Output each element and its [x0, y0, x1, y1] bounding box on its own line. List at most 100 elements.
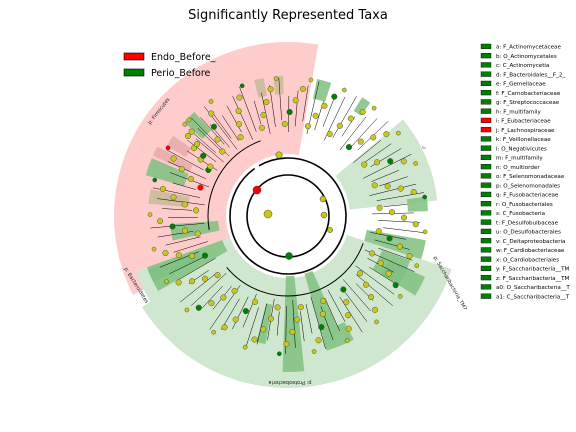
- node-key-0: [252, 185, 262, 195]
- tree-node-105: [201, 252, 208, 259]
- branch-22: [348, 118, 378, 150]
- tree-node-2: [190, 145, 197, 152]
- tree-node-40: [361, 161, 368, 168]
- tree-node-94: [211, 329, 216, 335]
- tree-node-51: [388, 209, 395, 216]
- tree-node-128: [188, 128, 195, 135]
- tree-node-60: [369, 250, 376, 257]
- key-label-10: k: F_Veillonellaceae: [496, 137, 551, 143]
- branch-59: [245, 307, 259, 348]
- branch-58: [256, 303, 268, 345]
- class-arc-proteobacteria: [226, 243, 364, 297]
- branch-53: [300, 311, 305, 341]
- key-label-11: l: O_Negativicutes: [496, 146, 547, 152]
- tree-node-103: [175, 279, 182, 286]
- tree-node-7: [210, 123, 217, 130]
- branch-31: [376, 192, 425, 201]
- key-swatch-20: [480, 228, 492, 235]
- tree-node-127: [193, 141, 200, 148]
- branch-27: [362, 153, 412, 179]
- tree-node-83: [283, 340, 290, 347]
- legend-label-endo: Endo_Before_: [151, 52, 216, 63]
- key-label-14: o: F_Selenomonadaceae: [496, 174, 565, 180]
- key-swatch-27: [480, 293, 492, 299]
- key-swatch-24: [480, 265, 492, 272]
- tree-node-11: [236, 121, 243, 128]
- tree-node-93: [221, 324, 228, 331]
- tree-node-33: [359, 109, 366, 116]
- tree-node-75: [320, 297, 327, 304]
- tree-node-85: [274, 304, 281, 311]
- branch-19: [332, 96, 357, 139]
- key-label-3: d: F_Bacteroidales__F_2_: [496, 72, 565, 78]
- branch-11: [278, 78, 282, 121]
- key-swatch-25: [480, 275, 492, 281]
- tree-node-61: [377, 260, 384, 267]
- tree-node-55: [375, 228, 382, 235]
- tree-node-101: [202, 275, 209, 282]
- tree-node-58: [406, 252, 413, 259]
- tree-node-114: [147, 212, 153, 217]
- tree-node-126: [200, 152, 207, 159]
- key-swatch-21: [480, 238, 492, 244]
- clade-band-15: [353, 97, 371, 116]
- tree-node-47: [397, 185, 404, 192]
- tree-node-59: [414, 263, 420, 268]
- key-label-15: p: O_Selenomonadales: [496, 183, 560, 189]
- tree-node-67: [368, 294, 375, 301]
- branch-45: [342, 279, 371, 312]
- key-label-20: u: O_Desulfobacterales: [496, 230, 561, 236]
- branch-61: [232, 296, 249, 330]
- tree-node-72: [345, 312, 352, 319]
- branch-29: [379, 176, 408, 187]
- branch-30: [369, 183, 417, 196]
- clade-band-6: [170, 220, 220, 241]
- key-label-4: e: F_Gemellaceae: [496, 82, 546, 88]
- tree-node-98: [195, 304, 202, 311]
- branch-24: [352, 139, 382, 164]
- tree-node-91: [242, 308, 249, 315]
- firmicutes-sector: [113, 41, 319, 295]
- branch-56: [276, 311, 280, 336]
- key-label-0: a: F_Actinomycetaceae: [496, 45, 561, 51]
- tree-node-22: [292, 97, 299, 104]
- tree-node-90: [252, 298, 259, 305]
- clade-band-13: [364, 229, 426, 260]
- tree-node-14: [239, 83, 245, 89]
- key-swatch-22: [480, 247, 492, 253]
- tree-node-46: [384, 183, 391, 190]
- branch-51: [310, 296, 326, 349]
- branch-25: [361, 143, 392, 165]
- branch-77: [162, 208, 193, 211]
- key-label-19: t: F_Desulfobulbaceae: [496, 220, 559, 226]
- tree-node-32: [347, 115, 354, 122]
- key-swatch-9: [480, 127, 492, 133]
- node-key-4: [320, 211, 328, 219]
- branch-73: [165, 236, 201, 246]
- key-swatch-18: [480, 210, 492, 216]
- key-label-6: g: F_Streptococcaceae: [496, 100, 560, 106]
- key-label-9: j: F_Lachnospiraceae: [495, 128, 555, 134]
- clade-band-12: [256, 303, 273, 345]
- tree-node-25: [304, 123, 311, 130]
- branch-34: [377, 220, 420, 223]
- tree-node-63: [392, 282, 399, 289]
- tree-node-97: [208, 300, 215, 307]
- tree-node-31: [336, 122, 343, 129]
- tree-node-26: [312, 112, 319, 119]
- tree-node-9: [208, 99, 214, 104]
- tree-node-106: [188, 252, 195, 259]
- key-label-21: v: C_Deltaproteobacteria: [496, 239, 565, 245]
- tree-node-10: [237, 134, 244, 141]
- tree-node-37: [370, 134, 377, 141]
- tree-node-27: [321, 102, 328, 109]
- branch-8: [253, 100, 262, 124]
- tree-node-20: [281, 121, 288, 128]
- branch-89: [213, 114, 232, 139]
- tree-node-76: [319, 310, 326, 317]
- node-key-5: [327, 227, 333, 233]
- tree-node-78: [315, 337, 322, 344]
- key-swatch-11: [480, 145, 492, 151]
- key-swatch-16: [480, 191, 492, 198]
- key-swatch-13: [480, 164, 492, 170]
